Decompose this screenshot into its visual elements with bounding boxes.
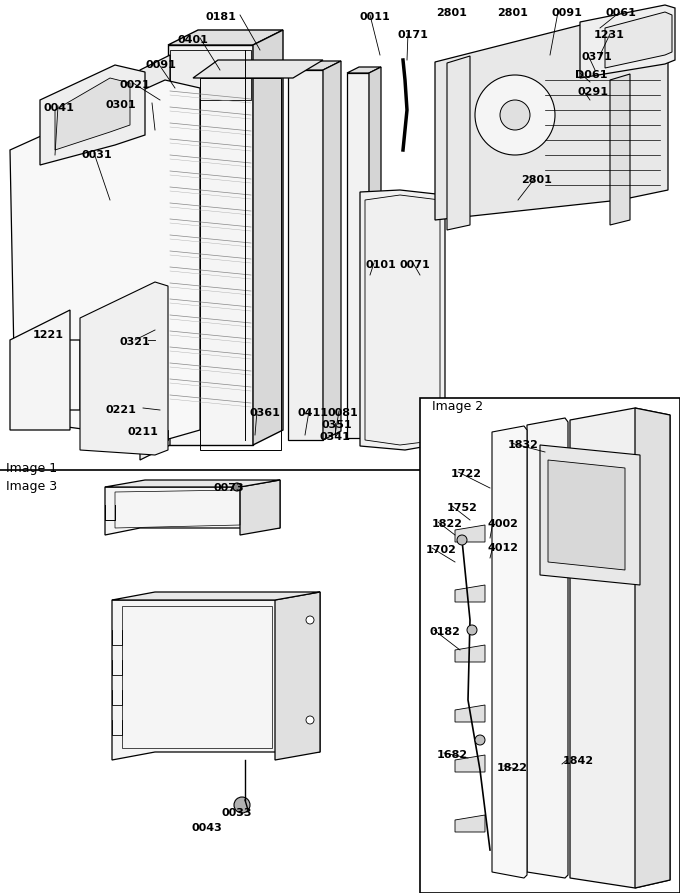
Text: 0061: 0061 (606, 8, 637, 18)
Text: 0041: 0041 (43, 103, 74, 113)
Polygon shape (168, 45, 253, 445)
Text: Image 1: Image 1 (6, 462, 57, 475)
Text: 0361: 0361 (249, 408, 280, 418)
Text: 0291: 0291 (578, 87, 609, 97)
Polygon shape (80, 282, 168, 455)
Polygon shape (10, 310, 70, 430)
Text: 0011: 0011 (360, 12, 391, 22)
Polygon shape (455, 585, 485, 602)
Polygon shape (435, 15, 668, 220)
Polygon shape (40, 65, 145, 165)
Text: 2801: 2801 (436, 8, 467, 18)
Polygon shape (193, 60, 323, 78)
Polygon shape (455, 705, 485, 722)
Text: 0301: 0301 (106, 100, 137, 110)
Text: 1822: 1822 (497, 763, 528, 773)
Polygon shape (168, 30, 283, 45)
Circle shape (234, 797, 250, 813)
Polygon shape (492, 426, 527, 878)
Polygon shape (25, 280, 160, 420)
Text: 0081: 0081 (328, 408, 359, 418)
Polygon shape (112, 592, 320, 760)
Text: 2801: 2801 (497, 8, 528, 18)
Polygon shape (455, 525, 485, 542)
Text: 2801: 2801 (521, 175, 552, 185)
Text: 4012: 4012 (488, 543, 519, 553)
Polygon shape (240, 480, 280, 535)
Text: 1702: 1702 (426, 545, 457, 555)
Text: 1221: 1221 (33, 330, 64, 340)
Text: 0341: 0341 (319, 432, 350, 442)
Polygon shape (455, 755, 485, 772)
Text: 1752: 1752 (447, 503, 478, 513)
Text: 0073: 0073 (213, 483, 243, 493)
Text: 0171: 0171 (398, 30, 429, 40)
Text: 0211: 0211 (128, 427, 159, 437)
Polygon shape (570, 408, 670, 888)
Polygon shape (610, 74, 630, 225)
Text: Image 3: Image 3 (6, 480, 57, 493)
Polygon shape (105, 480, 280, 535)
Text: 0371: 0371 (582, 52, 613, 62)
Circle shape (457, 535, 467, 545)
Circle shape (475, 735, 485, 745)
Polygon shape (288, 61, 341, 70)
Text: 1722: 1722 (451, 469, 482, 479)
Text: 0321: 0321 (120, 337, 151, 347)
Polygon shape (447, 56, 470, 230)
Circle shape (500, 100, 530, 130)
Text: Image 2: Image 2 (432, 400, 483, 413)
Polygon shape (455, 815, 485, 832)
Text: 1822: 1822 (432, 519, 463, 529)
Polygon shape (527, 418, 568, 878)
Polygon shape (580, 5, 675, 78)
Polygon shape (360, 190, 445, 450)
Polygon shape (112, 592, 320, 600)
Circle shape (475, 75, 555, 155)
Polygon shape (140, 55, 170, 460)
Polygon shape (288, 70, 323, 440)
Polygon shape (369, 67, 381, 438)
Text: D061: D061 (575, 70, 607, 80)
Polygon shape (10, 80, 200, 440)
Polygon shape (170, 50, 251, 100)
Polygon shape (540, 445, 640, 585)
Polygon shape (275, 592, 320, 760)
Text: 0101: 0101 (365, 260, 396, 270)
Polygon shape (635, 408, 670, 888)
Polygon shape (55, 78, 130, 150)
Text: 1231: 1231 (594, 30, 625, 40)
Text: 0033: 0033 (222, 808, 252, 818)
Text: 1832: 1832 (508, 440, 539, 450)
Polygon shape (105, 480, 280, 487)
Text: 1842: 1842 (563, 756, 594, 766)
Polygon shape (347, 73, 369, 438)
Text: 0091: 0091 (552, 8, 583, 18)
Bar (420, 398, 680, 893)
Text: 0071: 0071 (400, 260, 430, 270)
Circle shape (467, 625, 477, 635)
Circle shape (233, 483, 241, 491)
Text: 0021: 0021 (120, 80, 151, 90)
Circle shape (306, 716, 314, 724)
Text: 0091: 0091 (145, 60, 176, 70)
Polygon shape (323, 61, 341, 440)
Text: 4002: 4002 (488, 519, 519, 529)
Polygon shape (253, 30, 283, 445)
Text: 0221: 0221 (106, 405, 137, 415)
Text: 1682: 1682 (437, 750, 468, 760)
Text: 0031: 0031 (82, 150, 113, 160)
Text: 0181: 0181 (205, 12, 236, 22)
Text: 0401: 0401 (178, 35, 209, 45)
Polygon shape (548, 460, 625, 570)
Circle shape (306, 616, 314, 624)
Polygon shape (605, 12, 672, 68)
Polygon shape (347, 67, 381, 73)
Text: 0043: 0043 (192, 823, 223, 833)
Text: 0351: 0351 (322, 420, 353, 430)
Text: 0182: 0182 (429, 627, 460, 637)
Text: 0411: 0411 (298, 408, 329, 418)
Polygon shape (455, 645, 485, 662)
